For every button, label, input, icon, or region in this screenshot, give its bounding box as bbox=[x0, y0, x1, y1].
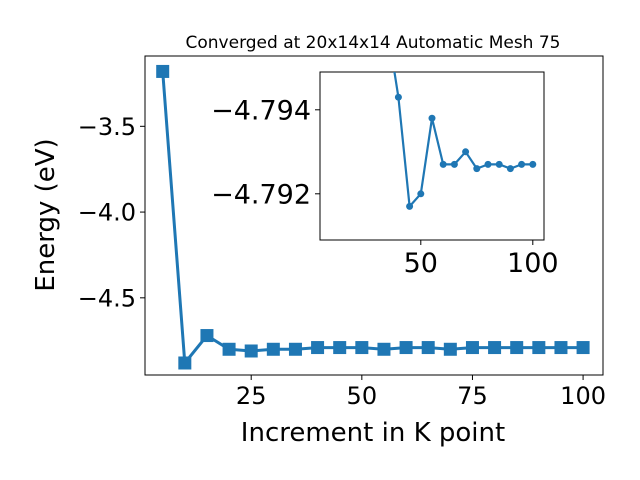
main-data-point bbox=[576, 341, 590, 355]
inset-data-point bbox=[473, 165, 481, 173]
inset-frame bbox=[319, 71, 545, 241]
main-y-tick-label: −3.5 bbox=[78, 113, 136, 141]
x-axis-label: Increment in K point bbox=[241, 418, 505, 448]
inset-data-point bbox=[506, 165, 514, 173]
inset-x-tick-label: 50 bbox=[404, 248, 438, 279]
inset-y-tick-label: −4.794 bbox=[211, 96, 311, 127]
inset-data-point bbox=[518, 160, 526, 168]
main-data-point bbox=[222, 342, 236, 356]
inset-data-point bbox=[495, 160, 503, 168]
main-data-point bbox=[377, 342, 391, 356]
main-data-point bbox=[288, 342, 302, 356]
main-data-point bbox=[465, 341, 479, 355]
main-data-point bbox=[399, 341, 413, 355]
main-data-point bbox=[421, 341, 435, 355]
inset-series bbox=[384, 22, 537, 210]
main-data-point bbox=[554, 341, 568, 355]
inset-data-point bbox=[450, 160, 458, 168]
main-data-point bbox=[266, 342, 280, 356]
main-data-point bbox=[488, 341, 502, 355]
y-axis-label: Energy (eV) bbox=[31, 138, 61, 291]
main-x-tick-label: 75 bbox=[457, 382, 488, 410]
main-data-point bbox=[443, 342, 457, 356]
main-data-point bbox=[244, 344, 258, 358]
inset-data-point bbox=[529, 160, 537, 168]
inset-data-point bbox=[439, 160, 447, 168]
inset-data-point bbox=[484, 160, 492, 168]
main-data-point bbox=[200, 329, 214, 343]
inset-data-point bbox=[384, 22, 391, 29]
inset-x-tick-label: 100 bbox=[507, 248, 559, 279]
main-data-point bbox=[532, 341, 546, 355]
chart-title: Converged at 20x14x14 Automatic Mesh 75 bbox=[186, 33, 561, 53]
inset-y-tick-label: −4.792 bbox=[211, 180, 311, 211]
main-x-tick-label: 50 bbox=[347, 382, 378, 410]
inset-plot: 50 100 −4.794 −4.792 bbox=[211, 22, 559, 279]
inset-data-point bbox=[417, 190, 425, 198]
inset-data-point bbox=[406, 202, 414, 210]
main-x-tick-label: 25 bbox=[236, 382, 267, 410]
main-data-point bbox=[510, 341, 524, 355]
main-x-tick-label: 100 bbox=[560, 382, 606, 410]
inset-data-point bbox=[394, 93, 402, 101]
main-data-point bbox=[333, 341, 347, 355]
inset-data-point bbox=[462, 148, 470, 156]
inset-data-point bbox=[428, 114, 436, 122]
main-data-point bbox=[355, 341, 369, 355]
main-y-tick-label: −4.0 bbox=[78, 199, 136, 227]
main-data-point bbox=[178, 356, 192, 370]
main-series bbox=[156, 64, 590, 370]
main-data-point bbox=[311, 341, 325, 355]
main-y-tick-label: −4.5 bbox=[78, 284, 136, 312]
main-data-point bbox=[156, 64, 170, 78]
